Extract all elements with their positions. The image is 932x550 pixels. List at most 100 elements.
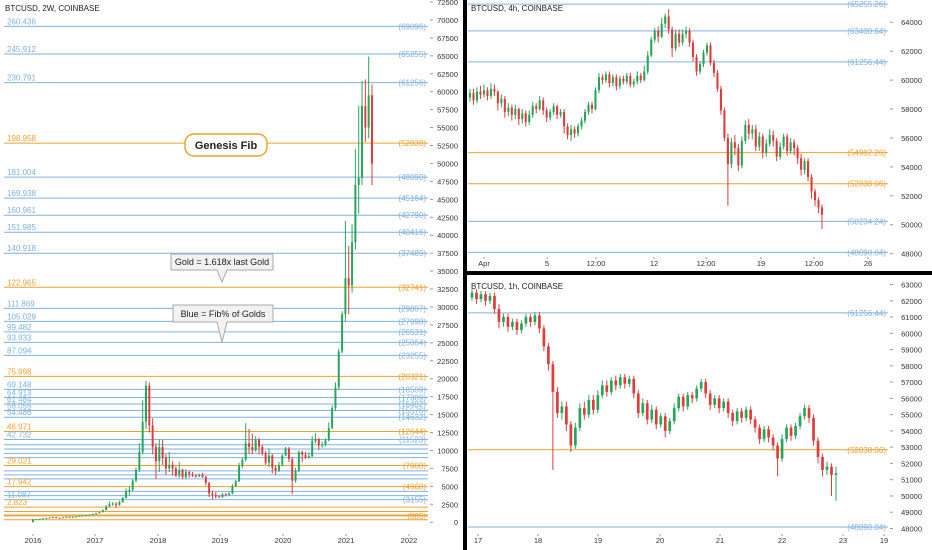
- candle-body-4h-23: [549, 111, 552, 118]
- fib-label-right-2w-11: (27998): [398, 317, 426, 326]
- candle-body-4h-91: [786, 136, 789, 151]
- y-tick-label-2w-2: 5000: [441, 482, 458, 491]
- candle-body-1h-71: [789, 427, 793, 436]
- fib-label-right-4h-6: (48090.04): [847, 248, 886, 257]
- y-tick-label-2w-10: 25000: [437, 339, 458, 348]
- candle-body-1h-78: [821, 456, 824, 470]
- candle-body-1h-66: [767, 429, 770, 438]
- y-tick-label-4h-6: 60000: [901, 76, 922, 85]
- y-tick-label-2w-0: 0: [454, 518, 458, 527]
- candle-body-2w-14: [78, 515, 81, 517]
- candle-body-1h-48: [686, 395, 690, 407]
- candle-body-4h-67: [702, 52, 705, 65]
- candle-body-2w-102: [371, 95, 373, 164]
- candle-body-2w-19: [95, 513, 98, 515]
- candle-body-2w-5: [48, 517, 51, 519]
- candle-body-4h-4: [482, 90, 485, 95]
- candle-body-1h-19: [556, 391, 559, 414]
- candle-body-4h-54: [657, 30, 660, 37]
- candle-body-4h-77: [737, 148, 740, 166]
- candle-body-2w-58: [224, 494, 227, 496]
- candle-body-1h-49: [690, 395, 694, 399]
- candle-body-4h-13: [514, 109, 517, 115]
- candle-body-4h-96: [803, 161, 806, 170]
- candle-body-2w-23: [108, 504, 111, 507]
- y-tick-label-1h-9: 57000: [901, 378, 922, 387]
- fib-label-right-2w-21: (12644): [398, 428, 426, 437]
- horizontal-divider[interactable]: [467, 271, 932, 275]
- x-tick-label-2w-3: 2019: [212, 536, 229, 545]
- y-tick-label-2w-15: 37500: [437, 249, 458, 258]
- candle-body-1h-21: [565, 406, 568, 425]
- candle-body-4h-21: [542, 100, 545, 111]
- fib-label-right-1h-2: (48090.04): [847, 523, 886, 532]
- y-tick-label-2w-3: 7500: [441, 464, 458, 473]
- y-tick-label-4h-3: 54000: [901, 163, 922, 172]
- candle-body-1h-56: [722, 401, 726, 409]
- candle-body-1h-57: [726, 401, 730, 414]
- fib-label-right-4h-1: (63400.64): [847, 27, 886, 36]
- candle-body-2w-27: [121, 497, 124, 503]
- candle-body-4h-40: [608, 74, 611, 83]
- candle-body-4h-98: [810, 177, 813, 192]
- candle-body-1h-76: [812, 417, 815, 441]
- fib-label-right-2w-2: (61256): [398, 79, 426, 88]
- candle-body-4h-72: [719, 88, 722, 111]
- candle-body-1h-42: [659, 416, 663, 425]
- candle-body-1h-70: [785, 427, 788, 440]
- vertical-divider[interactable]: [463, 0, 467, 550]
- fib-label-left-2w-11: 105.029: [7, 312, 36, 321]
- candle-body-4h-97: [807, 161, 810, 178]
- candle-body-2w-70: [264, 453, 267, 463]
- candle-body-1h-81: [834, 473, 838, 475]
- candle-body-2w-86: [317, 438, 320, 446]
- candle-body-2w-97: [354, 184, 357, 243]
- candle-body-4h-88: [775, 140, 778, 157]
- fib-label-right-2w-17: (17389): [398, 393, 426, 402]
- candle-body-1h-7: [502, 317, 505, 322]
- candle-body-2w-94: [344, 278, 347, 315]
- fib-label-right-4h-2: (61256.44): [847, 58, 886, 67]
- candle-body-4h-14: [517, 109, 520, 120]
- candle-body-2w-56: [218, 496, 221, 498]
- fib-label-left-2w-13: 93.933: [7, 333, 32, 342]
- candle-body-2w-60: [231, 486, 234, 494]
- candle-body-1h-13: [529, 317, 532, 322]
- candle-body-4h-3: [479, 91, 482, 95]
- candle-body-1h-43: [663, 416, 667, 431]
- candle-body-2w-40: [164, 457, 167, 469]
- candle-body-4h-2: [475, 91, 479, 101]
- candle-body-2w-52: [204, 477, 207, 483]
- candle-body-1h-14: [533, 315, 537, 322]
- y-tick-label-4h-2: 52000: [901, 192, 922, 201]
- y-tick-label-1h-3: 51000: [901, 476, 922, 485]
- candle-body-1h-73: [798, 416, 802, 427]
- candle-body-1h-0: [470, 292, 474, 298]
- candle-body-2w-25: [115, 503, 118, 506]
- candle-body-1h-35: [627, 378, 631, 384]
- x-tick-label-1h-6: 23: [839, 536, 847, 545]
- y-tick-label-2w-29: 72500: [437, 0, 458, 7]
- candle-body-1h-12: [524, 317, 528, 324]
- candle-body-2w-43: [174, 468, 177, 476]
- fib-label-right-2w-18: (16482): [398, 400, 426, 409]
- fib-label-left-2w-0: 260.436: [7, 17, 36, 26]
- fib-label-right-2w-1: (65255): [398, 50, 426, 59]
- candle-body-2w-33: [141, 421, 144, 452]
- candle-body-4h-12: [510, 107, 513, 115]
- fib-label-right-2w-16: (18509): [398, 385, 426, 394]
- candle-body-4h-46: [629, 75, 632, 85]
- fib-label-left-2w-3: 198.958: [7, 134, 36, 143]
- candle-body-2w-42: [171, 464, 174, 469]
- y-tick-label-2w-8: 20000: [437, 375, 458, 384]
- candle-body-1h-64: [758, 427, 761, 440]
- candle-body-2w-30: [131, 480, 134, 490]
- candle-body-4h-85: [765, 143, 768, 153]
- x-tick-label-1h-3: 20: [656, 536, 664, 545]
- chart-panel-4h: (65255.26) (63400.64) (61256.44) (54982.26)…: [468, 0, 922, 268]
- candle-body-2w-20: [98, 512, 101, 514]
- candle-body-4h-17: [528, 114, 531, 123]
- candle-body-2w-35: [148, 385, 151, 426]
- candle-body-4h-28: [566, 126, 569, 136]
- candle-body-1h-4: [488, 295, 492, 301]
